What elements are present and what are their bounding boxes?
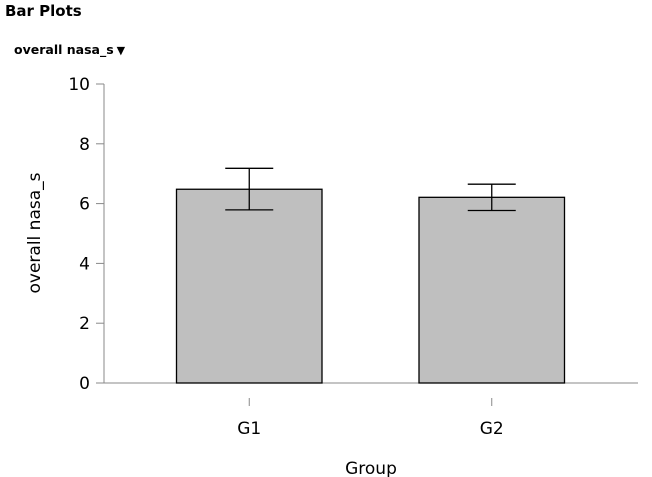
- dropdown-caret-icon[interactable]: ▼: [116, 44, 126, 57]
- variable-selector[interactable]: overall nasa_s ▼: [14, 41, 125, 60]
- x-tick-label: G1: [237, 419, 261, 439]
- y-tick-label: 10: [68, 75, 90, 95]
- error-bars: [225, 167, 516, 212]
- panel-title: Bar Plots: [5, 2, 82, 20]
- y-tick-label: 8: [79, 135, 90, 155]
- y-axis-label: overall nasa_s: [25, 172, 45, 293]
- variable-selector-label: overall nasa_s: [14, 42, 114, 57]
- x-axis-label: Group: [345, 459, 397, 477]
- bar-G2: [418, 196, 566, 384]
- y-tick-label: 4: [79, 254, 90, 274]
- x-tick-label: G2: [480, 419, 504, 439]
- bar-G1: [175, 188, 323, 384]
- y-tick-label: 6: [79, 195, 90, 215]
- y-tick-label: 2: [79, 314, 90, 334]
- x-axis: G1 G2: [104, 382, 638, 439]
- bars: [175, 188, 566, 384]
- y-axis: 0 2 4 6 8 10: [68, 75, 105, 394]
- y-tick-label: 0: [79, 374, 90, 394]
